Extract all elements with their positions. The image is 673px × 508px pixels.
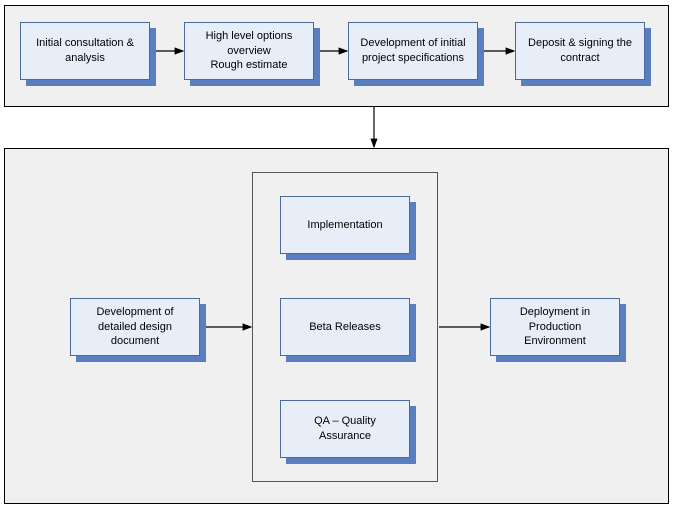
node-box: Beta Releases xyxy=(280,298,410,356)
node-box: QA – Quality Assurance xyxy=(280,400,410,458)
node-label: Development of initial project specifica… xyxy=(355,36,471,66)
node-label: High level options overviewRough estimat… xyxy=(191,29,307,74)
node-box: Deployment in Production Environment xyxy=(490,298,620,356)
node-label: QA – Quality Assurance xyxy=(287,414,403,444)
node-qa: QA – Quality Assurance xyxy=(280,400,410,458)
node-implementation: Implementation xyxy=(280,196,410,254)
node-box: Initial consultation & analysis xyxy=(20,22,150,80)
node-deposit-contract: Deposit & signing the contract xyxy=(515,22,645,80)
node-high-level-options: High level options overviewRough estimat… xyxy=(184,22,314,80)
node-label: Deposit & signing the contract xyxy=(522,36,638,66)
node-initial-specs: Development of initial project specifica… xyxy=(348,22,478,80)
node-box: Development of detailed design document xyxy=(70,298,200,356)
node-deployment: Deployment in Production Environment xyxy=(490,298,620,356)
flowchart-canvas: Initial consultation & analysis High lev… xyxy=(0,0,673,508)
node-box: Deposit & signing the contract xyxy=(515,22,645,80)
node-label: Initial consultation & analysis xyxy=(27,36,143,66)
node-label: Development of detailed design document xyxy=(77,305,193,350)
node-label: Beta Releases xyxy=(309,320,381,335)
node-detailed-design: Development of detailed design document xyxy=(70,298,200,356)
node-box: Development of initial project specifica… xyxy=(348,22,478,80)
node-beta-releases: Beta Releases xyxy=(280,298,410,356)
node-label: Deployment in Production Environment xyxy=(497,305,613,350)
node-initial-consultation: Initial consultation & analysis xyxy=(20,22,150,80)
node-label: Implementation xyxy=(307,218,382,233)
node-box: Implementation xyxy=(280,196,410,254)
node-box: High level options overviewRough estimat… xyxy=(184,22,314,80)
